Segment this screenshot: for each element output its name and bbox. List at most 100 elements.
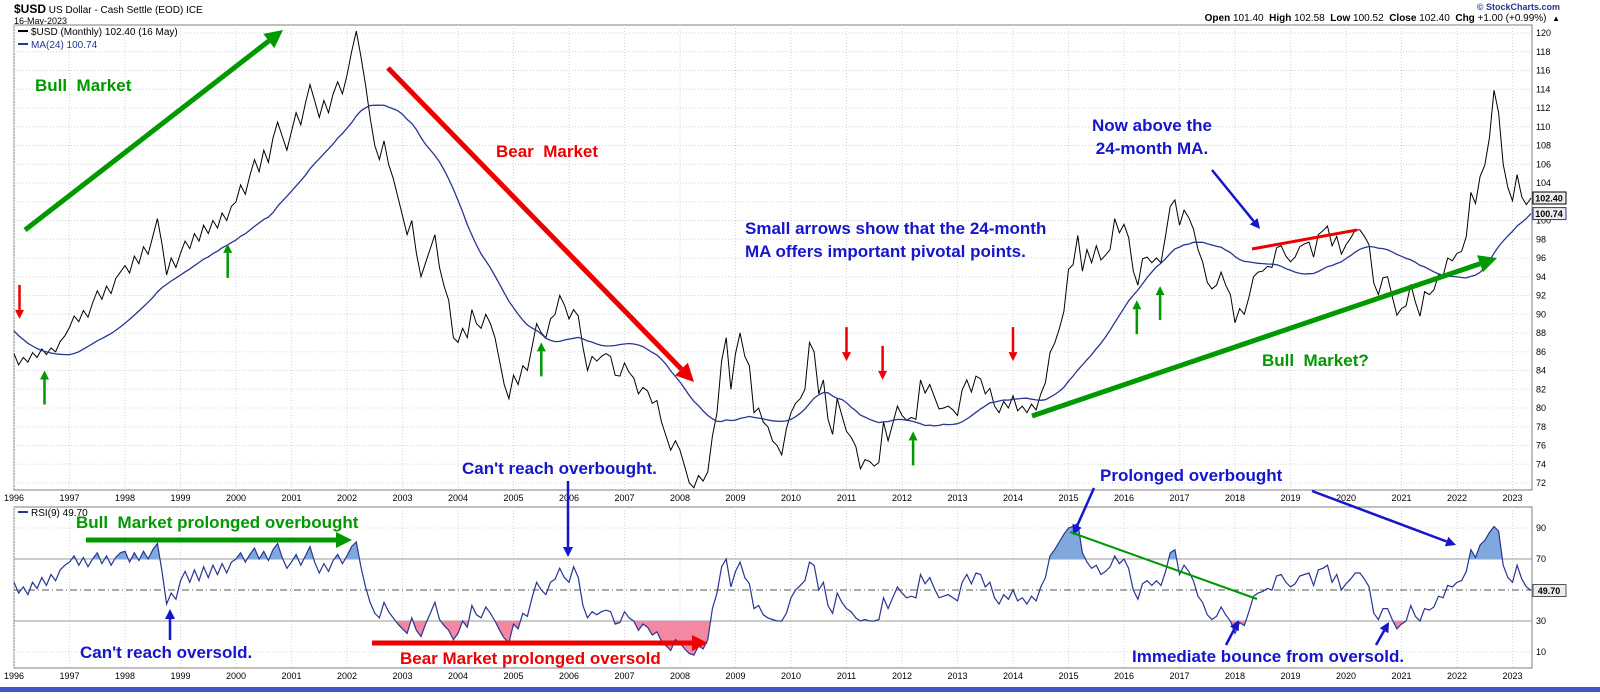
year-label: 1997	[59, 671, 79, 681]
year-label: 1998	[115, 671, 135, 681]
ma-resistance-trendline	[1251, 228, 1358, 251]
copyright: © StockCharts.com	[1476, 2, 1560, 12]
price-line	[13, 30, 1532, 489]
bull-market-arrow	[23, 30, 283, 232]
prolonged-overbought-right-arrow	[1311, 489, 1456, 547]
price-tick-label: 88	[1536, 328, 1546, 338]
year-label: 2005	[503, 493, 523, 503]
price-tick-label: 112	[1536, 103, 1550, 113]
quote-label: Chg	[1455, 13, 1475, 24]
change-up-icon: ▲	[1552, 14, 1560, 23]
year-label: 2016	[1114, 671, 1134, 681]
panels	[13, 24, 1533, 669]
pivot-up-arrow	[536, 342, 546, 377]
year-label: 2013	[947, 493, 967, 503]
year-label: 2003	[392, 493, 412, 503]
year-label: 1996	[4, 671, 24, 681]
price-tick-label: 98	[1536, 234, 1546, 244]
price-tick-label: 96	[1536, 253, 1546, 263]
year-label: 2004	[448, 493, 468, 503]
price-tick-label: 110	[1536, 122, 1550, 132]
year-label: 2014	[1003, 671, 1023, 681]
immediate-bounce-right-arrow	[1374, 622, 1389, 646]
year-label: 2012	[892, 671, 912, 681]
year-label: 2014	[1003, 493, 1023, 503]
ma-legend-text: MA(24) 100.74	[31, 40, 98, 51]
year-label: 2007	[614, 671, 634, 681]
year-label: 2009	[725, 493, 745, 503]
x-axis-labels: 1996 1996 1997 1997 1998 1998 1999 1999 2000 2000…	[4, 493, 1523, 681]
quote-value: 101.40	[1230, 13, 1270, 24]
year-label: 2017	[1169, 671, 1189, 681]
year-label: 2005	[503, 671, 523, 681]
rsi-tick-label: 10	[1536, 647, 1546, 657]
bottom-bar	[0, 687, 1600, 692]
ma-value-box: 100.74	[1532, 207, 1567, 221]
pivot-down-arrow	[1008, 327, 1018, 362]
price-tick-label: 80	[1536, 403, 1546, 413]
year-label: 2009	[725, 671, 745, 681]
bull-overbought-arrow	[86, 532, 352, 548]
ma-line	[13, 104, 1532, 427]
price-tick-label: 90	[1536, 309, 1546, 319]
immediate-bounce-left-arrow	[1224, 620, 1239, 646]
price-legend-text: $USD (Monthly) 102.40 (16 May)	[31, 27, 178, 38]
price-tick-label: 104	[1536, 178, 1551, 188]
year-label: 2001	[281, 493, 301, 503]
bear-market-arrow	[386, 66, 694, 382]
price-tick-label: 72	[1536, 478, 1546, 488]
bear-oversold-arrow	[372, 635, 708, 651]
pivot-down-arrow	[15, 284, 24, 319]
year-label: 2001	[281, 671, 301, 681]
bull-market-question-arrow	[1031, 255, 1497, 419]
quote-value: 102.58	[1291, 13, 1331, 24]
year-label: 2000	[226, 671, 246, 681]
price-tick-label: 114	[1536, 84, 1550, 94]
price-tick-label: 116	[1536, 66, 1550, 76]
price-tick-label: 86	[1536, 347, 1546, 357]
quote-label: Close	[1389, 13, 1417, 24]
year-label: 2015	[1058, 493, 1078, 503]
annotation-arrows	[15, 30, 1497, 651]
cant-reach-overbought-arrow	[563, 481, 573, 557]
year-label: 2000	[226, 493, 246, 503]
year-label: 2004	[448, 671, 468, 681]
rsi-tick-label: 30	[1536, 616, 1546, 626]
year-label: 2007	[614, 493, 634, 503]
pivot-down-arrow	[878, 345, 888, 380]
price-tick-label: 92	[1536, 291, 1546, 301]
price-tick-label: 108	[1536, 141, 1551, 151]
quote-value: +1.00 (+0.99%)	[1474, 13, 1553, 24]
price-tick-label: 94	[1536, 272, 1546, 282]
year-label: 2013	[947, 671, 967, 681]
chart-title: $USD US Dollar - Cash Settle (EOD) ICE	[14, 2, 203, 16]
price-tick-label: 82	[1536, 384, 1546, 394]
svg-text:49.70: 49.70	[1538, 586, 1561, 596]
price-tick-label: 74	[1536, 459, 1546, 469]
year-label: 2015	[1058, 671, 1078, 681]
quote-label: Low	[1330, 13, 1351, 24]
year-label: 2010	[781, 671, 801, 681]
quote-value: 100.52	[1350, 13, 1390, 24]
year-label: 2016	[1114, 493, 1134, 503]
price-tick-label: 120	[1536, 28, 1551, 38]
year-label: 1996	[4, 493, 24, 503]
year-label: 2002	[337, 493, 357, 503]
rsi-downtrend-line	[1069, 531, 1258, 600]
year-label: 2018	[1225, 671, 1245, 681]
year-label: 2023	[1502, 671, 1522, 681]
year-label: 2021	[1391, 671, 1411, 681]
svg-text:102.40: 102.40	[1535, 194, 1563, 204]
price-axis: 72 74 76 78 80 82 84 86 88 90 92 94 96 98 100 104 106 108…	[1536, 28, 1551, 657]
year-label: 2003	[392, 671, 412, 681]
year-label: 2019	[1280, 671, 1300, 681]
year-label: 2010	[781, 493, 801, 503]
now-above-ma-arrow	[1211, 169, 1260, 229]
rsi-line-swatch	[18, 511, 28, 514]
year-label: 2011	[837, 671, 856, 681]
year-label: 2022	[1447, 671, 1467, 681]
year-label: 2023	[1502, 493, 1522, 503]
price-legend: $USD (Monthly) 102.40 (16 May)	[18, 27, 178, 38]
